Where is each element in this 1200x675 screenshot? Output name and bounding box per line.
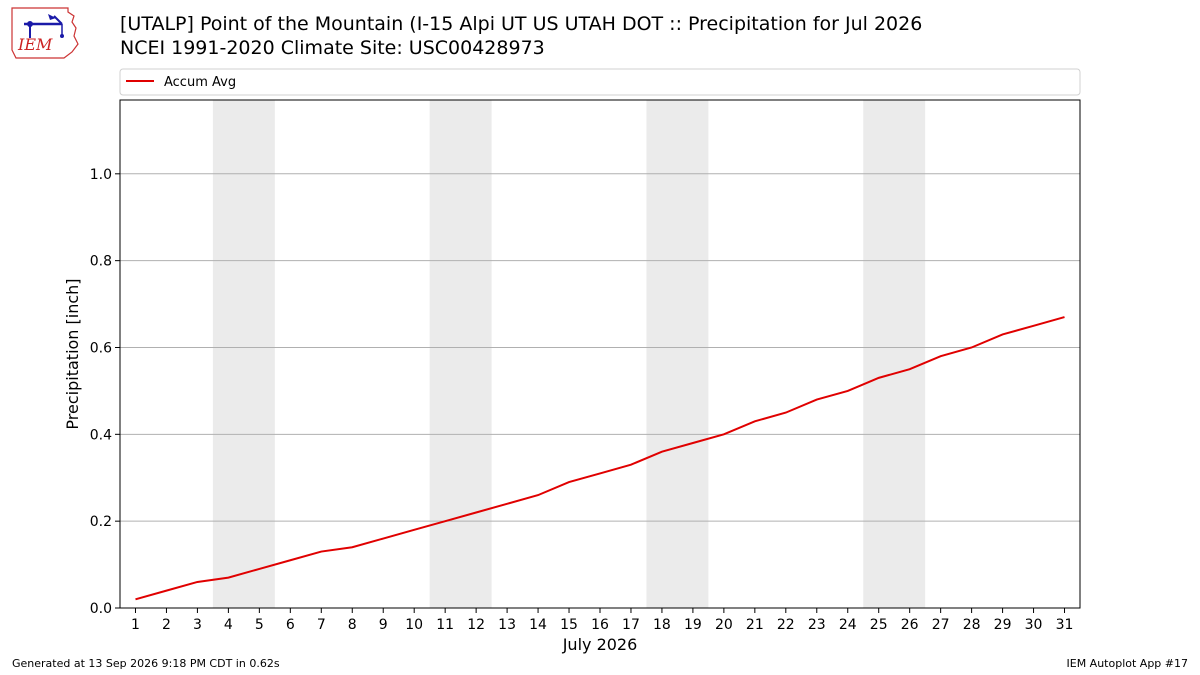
x-tick-label: 8: [348, 617, 357, 633]
svg-text:IEM: IEM: [17, 35, 53, 54]
x-tick-label: 19: [684, 617, 702, 633]
autoplot-app-label: IEM Autoplot App #17: [1066, 657, 1189, 670]
x-tick-label: 28: [963, 617, 981, 633]
generated-timestamp: Generated at 13 Sep 2026 9:18 PM CDT in …: [12, 657, 280, 670]
legend-box: [119, 68, 1081, 96]
x-tick-label: 6: [286, 617, 295, 633]
y-axis-label: Precipitation [inch]: [63, 278, 82, 429]
x-tick-label: 21: [746, 617, 764, 633]
x-tick-label: 20: [715, 617, 733, 633]
chart-title: [UTALP] Point of the Mountain (I-15 Alpi…: [120, 12, 922, 60]
y-tick-label: 0.6: [90, 340, 112, 356]
x-tick-label: 9: [379, 617, 388, 633]
x-tick-label: 11: [436, 617, 454, 633]
x-tick-label: 23: [808, 617, 826, 633]
x-tick-label: 24: [839, 617, 857, 633]
y-tick-label: 0.2: [90, 514, 112, 530]
x-tick-label: 15: [560, 617, 578, 633]
x-tick-label: 27: [932, 617, 950, 633]
x-tick-label: 16: [591, 617, 609, 633]
x-tick-label: 7: [317, 617, 326, 633]
y-tick-label: 0.0: [90, 601, 112, 617]
x-tick-label: 12: [467, 617, 485, 633]
y-tick-label: 0.8: [90, 254, 112, 270]
chart-title-line-1: [UTALP] Point of the Mountain (I-15 Alpi…: [120, 13, 923, 35]
y-tick-label: 1.0: [90, 167, 112, 183]
x-tick-label: 14: [529, 617, 547, 633]
x-tick-label: 30: [1025, 617, 1043, 633]
x-tick-label: 29: [994, 617, 1012, 633]
y-tick-label: 0.4: [90, 427, 112, 443]
x-axis-label: July 2026: [562, 635, 638, 654]
weekend-band: [863, 100, 926, 608]
chart-title-line-2: NCEI 1991-2020 Climate Site: USC00428973: [120, 37, 545, 59]
iem-logo: IEM: [8, 6, 82, 60]
x-tick-label: 1: [131, 617, 140, 633]
series-line-accum-avg: [135, 316, 1065, 601]
x-tick-label: 17: [622, 617, 640, 633]
x-tick-label: 3: [193, 617, 202, 633]
x-tick-label: 26: [901, 617, 919, 633]
x-tick-label: 5: [255, 617, 264, 633]
x-tick-label: 4: [224, 617, 233, 633]
legend-label-accum-avg: Accum Avg: [164, 75, 236, 90]
plot-frame: [119, 99, 1081, 609]
weekend-band: [646, 100, 709, 608]
x-tick-label: 22: [777, 617, 795, 633]
weekend-band: [212, 100, 275, 608]
x-tick-label: 25: [870, 617, 888, 633]
x-tick-label: 13: [498, 617, 516, 633]
x-tick-label: 2: [162, 617, 171, 633]
iem-logo-graphic: IEM: [11, 7, 79, 59]
x-tick-label: 18: [653, 617, 671, 633]
weekend-band: [429, 100, 492, 608]
x-tick-label: 10: [405, 617, 423, 633]
x-tick-label: 31: [1056, 617, 1074, 633]
